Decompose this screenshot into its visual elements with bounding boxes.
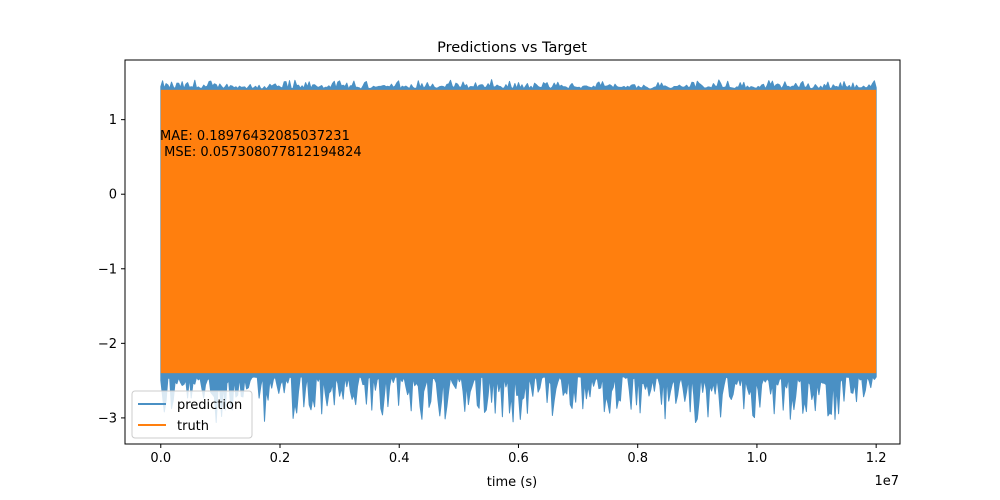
y-tick-label: 0 — [109, 188, 117, 203]
y-tick-label: −3 — [98, 411, 117, 426]
mse-annotation: MSE: 0.057308077812194824 — [160, 145, 362, 160]
y-tick-label: −2 — [98, 337, 117, 352]
plot-area — [160, 79, 877, 423]
y-tick-label: 1 — [109, 113, 117, 128]
x-tick-label: 1.0 — [747, 451, 768, 466]
chart-title: Predictions vs Target — [437, 40, 587, 56]
x-axis-offset-label: 1e7 — [874, 474, 899, 489]
legend: prediction truth — [131, 390, 253, 439]
x-tick-label: 0.6 — [508, 451, 529, 466]
y-axis: −3 −2 −1 0 1 — [98, 113, 125, 426]
x-axis-label: time (s) — [487, 475, 537, 490]
x-tick-label: 0.2 — [270, 451, 291, 466]
truth-line — [160, 89, 877, 374]
x-tick-label: 0.4 — [389, 451, 410, 466]
legend-box — [131, 390, 253, 439]
mae-annotation: MAE: 0.18976432085037231 — [160, 129, 350, 144]
x-axis: 0.0 0.2 0.4 0.6 0.8 1.0 1.2 — [150, 444, 886, 466]
metrics-annotation: MAE: 0.18976432085037231 MSE: 0.05730807… — [160, 129, 362, 160]
x-tick-label: 0.8 — [627, 451, 648, 466]
x-tick-label: 0.0 — [150, 451, 171, 466]
truth-series — [160, 89, 877, 374]
y-tick-label: −1 — [98, 262, 117, 277]
plot-frame — [124, 59, 901, 445]
legend-label-prediction: prediction — [177, 398, 242, 413]
legend-label-truth: truth — [177, 419, 209, 434]
x-tick-label: 1.2 — [866, 451, 887, 466]
